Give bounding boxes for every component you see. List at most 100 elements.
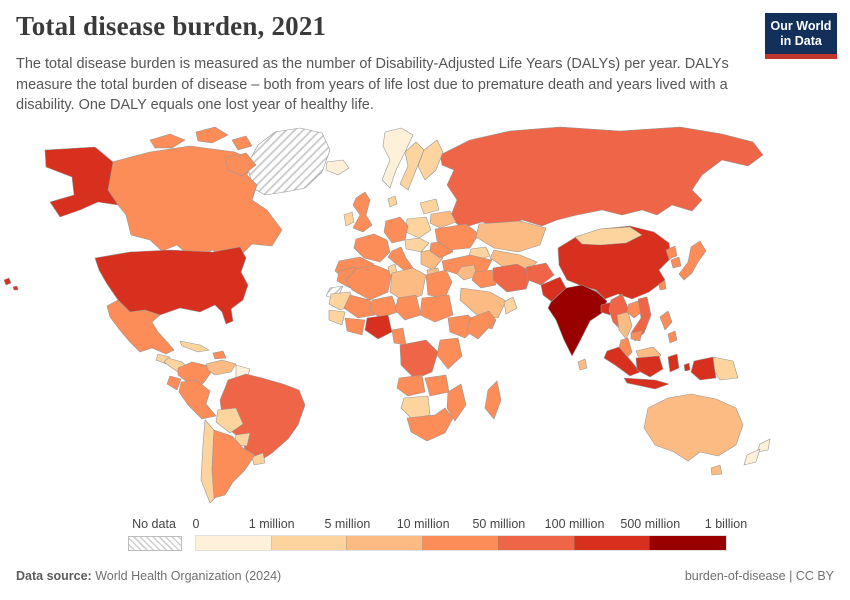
legend-bin-0[interactable] xyxy=(196,536,272,550)
country-bolivia[interactable] xyxy=(215,407,244,434)
country-south-africa[interactable] xyxy=(406,407,454,442)
country-argentina[interactable] xyxy=(211,429,256,499)
country-australia[interactable] xyxy=(643,393,744,462)
country-mongolia[interactable] xyxy=(574,226,643,246)
country-finland[interactable] xyxy=(417,139,444,181)
legend-bin-6[interactable] xyxy=(650,536,727,550)
country-bangladesh[interactable] xyxy=(600,301,613,316)
legend-bin-4[interactable] xyxy=(498,536,575,550)
country-new-zealand[interactable] xyxy=(756,438,771,453)
country-mexico[interactable] xyxy=(106,299,175,355)
country-papua-new-guinea[interactable] xyxy=(712,356,739,381)
country-madagascar[interactable] xyxy=(484,380,502,420)
country-senegal-guinea[interactable] xyxy=(328,309,346,326)
country-algeria[interactable] xyxy=(345,264,393,301)
country-philippines[interactable] xyxy=(659,310,673,331)
country-hawaii[interactable] xyxy=(3,277,12,286)
license-note[interactable]: burden-of-disease | CC BY xyxy=(684,569,834,583)
country-ecuador[interactable] xyxy=(166,375,182,391)
country-angola[interactable] xyxy=(396,374,426,397)
country-belarus[interactable] xyxy=(429,210,457,229)
country-canada[interactable] xyxy=(231,135,253,151)
country-north-korea[interactable] xyxy=(665,245,678,260)
country-canada[interactable] xyxy=(224,152,257,177)
legend-no-data-label: No data xyxy=(132,517,176,531)
country-saudi[interactable] xyxy=(459,287,507,319)
country-ireland[interactable] xyxy=(343,211,355,227)
country-sweden[interactable] xyxy=(399,141,425,191)
legend-no-data-swatch[interactable] xyxy=(128,536,182,551)
country-kazakhstan[interactable] xyxy=(475,220,547,253)
world-map xyxy=(0,118,850,510)
country-cuba[interactable] xyxy=(179,340,210,353)
country-somalia[interactable] xyxy=(466,310,497,340)
country-chad[interactable] xyxy=(394,294,422,321)
country-moluccas[interactable] xyxy=(683,362,691,372)
data-source: Data source: World Health Organization (… xyxy=(16,569,281,583)
country-denmark[interactable] xyxy=(387,195,398,208)
country-russia[interactable] xyxy=(439,126,764,229)
legend-tick-label: 0 xyxy=(192,517,200,531)
country-cambodia[interactable] xyxy=(630,330,643,342)
country-taiwan[interactable] xyxy=(658,280,667,291)
country-egypt[interactable] xyxy=(425,269,453,299)
country-hispaniola[interactable] xyxy=(212,350,227,360)
legend-bin-3[interactable] xyxy=(423,536,499,550)
country-poland[interactable] xyxy=(405,216,432,239)
country-iceland[interactable] xyxy=(325,159,350,176)
country-sumatra[interactable] xyxy=(603,346,641,377)
country-niger[interactable] xyxy=(369,295,399,319)
country-drc[interactable] xyxy=(399,339,439,380)
country-canada[interactable] xyxy=(149,133,186,149)
country-germany[interactable] xyxy=(383,216,409,244)
country-norway[interactable] xyxy=(381,127,414,189)
country-laos[interactable] xyxy=(626,300,643,319)
country-uruguay[interactable] xyxy=(251,452,266,466)
country-central-europe[interactable] xyxy=(404,237,430,253)
country-java[interactable] xyxy=(623,377,670,390)
country-ukraine[interactable] xyxy=(434,223,480,251)
country-new-zealand[interactable] xyxy=(743,448,761,466)
country-tasmania[interactable] xyxy=(710,464,723,476)
country-namibia-botswana[interactable] xyxy=(400,395,431,420)
country-alaska[interactable] xyxy=(44,146,119,218)
country-south-korea[interactable] xyxy=(670,256,682,269)
country-venezuela[interactable] xyxy=(205,359,237,376)
legend-color-scale: 0 1 million 5 million 10 million 50 million 1… xyxy=(192,516,747,551)
country-india[interactable] xyxy=(547,284,608,357)
country-syria-jordan[interactable] xyxy=(456,264,478,281)
country-philippines[interactable] xyxy=(667,330,678,344)
country-japan[interactable] xyxy=(678,240,707,281)
country-peru[interactable] xyxy=(178,379,217,420)
country-cameroon-gabon[interactable] xyxy=(391,327,407,346)
country-libya[interactable] xyxy=(389,267,427,303)
owid-logo[interactable]: Our World in Data xyxy=(765,13,837,59)
country-nigeria[interactable] xyxy=(364,314,393,340)
country-mozambique[interactable] xyxy=(446,383,467,422)
country-borneo-indonesia[interactable] xyxy=(635,355,664,378)
country-sulawesi[interactable] xyxy=(667,353,680,373)
country-france[interactable] xyxy=(353,233,391,263)
country-iran[interactable] xyxy=(492,263,533,293)
country-thailand[interactable] xyxy=(616,311,633,340)
country-oman[interactable] xyxy=(503,296,518,315)
country-colombia[interactable] xyxy=(177,361,213,392)
country-uk[interactable] xyxy=(352,191,373,233)
country-iraq[interactable] xyxy=(471,269,497,289)
legend-bin-1[interactable] xyxy=(271,536,348,550)
country-zambia-zimbabwe[interactable] xyxy=(424,374,450,397)
country-malay-peninsula[interactable] xyxy=(618,337,633,360)
country-west-papua[interactable] xyxy=(690,356,717,381)
legend-bin-5[interactable] xyxy=(574,536,651,550)
country-hawaii[interactable] xyxy=(12,285,19,291)
country-sri-lanka[interactable] xyxy=(577,358,588,371)
country-kenya-tanzania[interactable] xyxy=(436,337,463,370)
country-baltics[interactable] xyxy=(419,198,440,215)
country-mali[interactable] xyxy=(343,294,376,319)
country-canada[interactable] xyxy=(195,126,229,144)
legend-bin-2[interactable] xyxy=(347,536,424,550)
country-sudan[interactable] xyxy=(419,294,454,323)
country-afghanistan[interactable] xyxy=(525,262,555,286)
country-greenland[interactable] xyxy=(246,127,331,196)
country-cote-divoire-ghana[interactable] xyxy=(344,317,366,336)
